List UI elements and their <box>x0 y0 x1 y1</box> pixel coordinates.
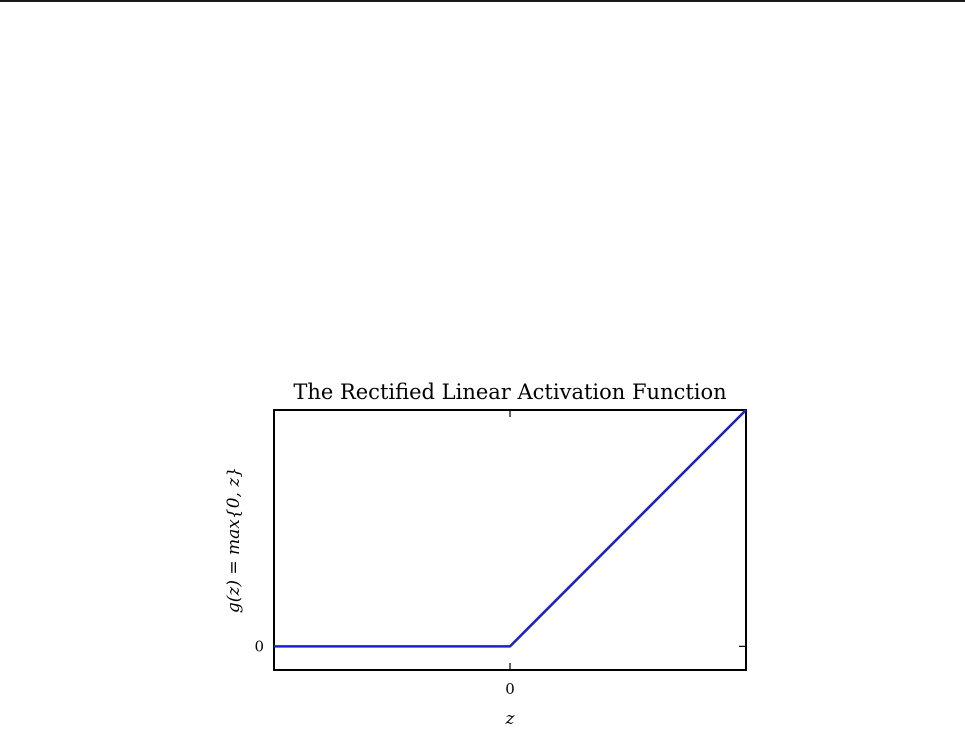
plot-frame <box>273 409 747 671</box>
y-tick-labels: 0 <box>254 637 264 655</box>
y-axis-label: g(z) = max{0, z} <box>224 467 244 613</box>
page-top-rule <box>0 0 965 2</box>
chart-title: The Rectified Linear Activation Function <box>293 380 726 404</box>
x-tick-label: 0 <box>505 680 515 698</box>
plot-area <box>273 409 747 671</box>
y-tick-label: 0 <box>254 637 264 655</box>
x-tick-labels: 0 <box>505 680 515 698</box>
x-axis-label: z <box>505 709 516 729</box>
relu-series-line <box>274 409 747 648</box>
